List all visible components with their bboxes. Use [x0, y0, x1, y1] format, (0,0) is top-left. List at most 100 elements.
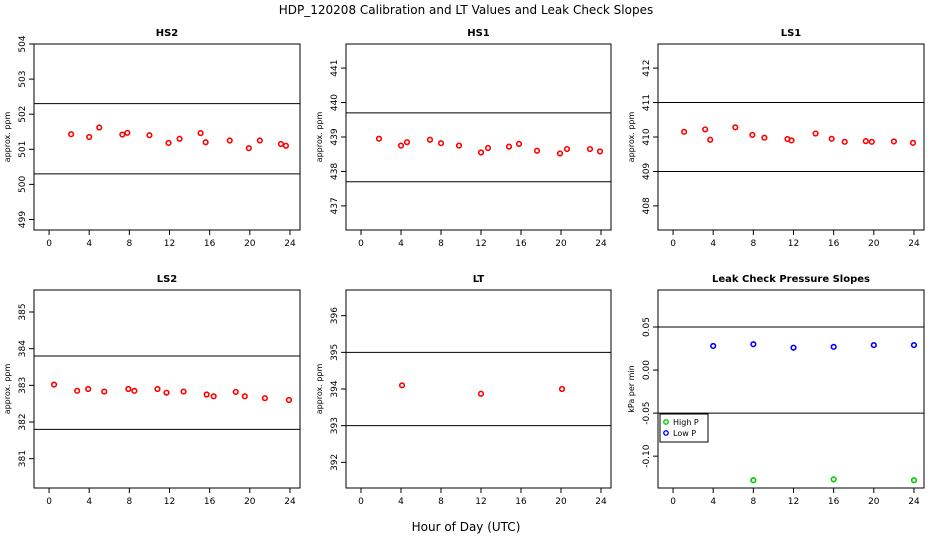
data-point-lt: [398, 382, 406, 389]
y-axis-label: approx. ppm: [3, 364, 12, 415]
plot-frame: [657, 289, 925, 489]
data-point-ls2: [241, 393, 248, 400]
y-tick-label: 439: [330, 128, 340, 145]
data-point-ls1: [788, 137, 795, 144]
data-point-ls2: [154, 385, 161, 393]
data-point-hs2: [197, 130, 204, 137]
plot-frame: [657, 43, 925, 231]
y-tick-label: 441: [330, 60, 340, 77]
plot-frame: [33, 289, 301, 489]
x-tick-label: 8: [126, 497, 132, 507]
data-point-hs2: [282, 142, 290, 149]
panel-leak: Leak Check Pressure Slopes 0 4 8 12 16 20 24 -0.…: [627, 274, 925, 507]
data-point-ls2: [180, 388, 187, 395]
y-tick-label: 412: [642, 60, 652, 77]
data-point-low-p: [790, 344, 797, 351]
data-point-ls1: [707, 136, 714, 143]
data-point-ls1: [732, 124, 739, 131]
data-point-hs2: [226, 137, 233, 144]
legend-marker: [663, 419, 669, 425]
data-point-ls1: [828, 135, 835, 142]
data-point-hs2: [256, 137, 263, 144]
x-tick-label: 20: [868, 239, 880, 249]
y-tick-label: -0.05: [642, 401, 652, 424]
data-point-hs1: [586, 145, 594, 153]
panel-lt: LT 0 4 8 12 16 20 24 392 393 394 395 396 approx. ppm: [315, 274, 612, 507]
y-tick-label: 382: [18, 413, 28, 430]
panel-title: HS2: [156, 28, 179, 39]
data-point-hs1: [556, 150, 564, 157]
y-tick-label: 392: [330, 454, 340, 471]
data-point-ls1: [702, 126, 709, 133]
x-tick-label: 20: [555, 497, 567, 507]
x-tick-label: 0: [358, 239, 364, 249]
x-tick-label: 24: [908, 497, 920, 507]
x-tick-label: 0: [670, 239, 676, 249]
y-axis-label: approx. ppm: [627, 112, 636, 163]
data-point-ls2: [163, 389, 170, 396]
data-point-hs2: [86, 133, 93, 141]
y-tick-label: 394: [330, 380, 340, 397]
plot-frame: [345, 289, 612, 489]
data-point-hs2: [202, 139, 209, 146]
data-point-lt: [477, 390, 485, 397]
data-point-hs2: [68, 131, 75, 138]
data-point-ls2: [50, 381, 58, 388]
data-point-ls1: [890, 138, 897, 145]
y-tick-label: 440: [330, 94, 340, 111]
data-point-ls2: [232, 388, 239, 396]
data-point-hs1: [505, 143, 513, 150]
y-tick-label: 384: [18, 340, 28, 357]
x-tick-label: 0: [358, 497, 364, 507]
y-tick-label: 385: [18, 303, 28, 320]
x-tick-label: 16: [828, 497, 840, 507]
data-point-hs1: [596, 148, 604, 155]
data-point-hs2: [146, 132, 153, 139]
data-point-high-p: [750, 477, 757, 484]
data-point-ls2: [210, 393, 217, 400]
y-tick-label: 502: [18, 106, 28, 123]
data-point-hs2: [96, 124, 103, 131]
data-point-ls1: [749, 131, 756, 139]
data-point-high-p: [830, 476, 837, 483]
x-tick-label: 8: [438, 497, 444, 507]
data-point-hs1: [426, 136, 434, 143]
panel-title: LS2: [157, 274, 178, 285]
data-point-hs1: [403, 139, 411, 146]
data-point-ls1: [909, 139, 917, 146]
data-point-ls1: [841, 138, 848, 145]
x-tick-label: 16: [828, 239, 840, 249]
x-tick-label: 12: [475, 497, 486, 507]
plot-frame: [345, 43, 612, 231]
data-point-hs1: [477, 149, 485, 156]
x-tick-label: 0: [46, 497, 52, 507]
panel-ls1: LS1 0 4 8 12 16 20 24 408 409 410 411 412 approx. ppm: [627, 28, 925, 249]
x-tick-label: 4: [86, 239, 92, 249]
y-tick-label: 504: [18, 35, 28, 52]
data-point-lt: [558, 385, 566, 393]
legend-marker: [663, 430, 669, 436]
x-tick-label: 16: [515, 239, 527, 249]
figure-xlabel: Hour of Day (UTC): [412, 520, 521, 534]
x-tick-label: 12: [164, 497, 175, 507]
y-axis-label: approx. ppm: [3, 112, 12, 163]
y-tick-label: 393: [330, 417, 340, 434]
x-tick-label: 8: [750, 239, 756, 249]
x-tick-label: 24: [284, 239, 296, 249]
x-tick-label: 8: [126, 239, 132, 249]
data-point-hs1: [397, 142, 405, 149]
data-point-low-p: [830, 343, 837, 350]
x-tick-label: 16: [204, 239, 216, 249]
panel-title: Leak Check Pressure Slopes: [712, 274, 870, 285]
x-tick-label: 16: [204, 497, 216, 507]
data-point-hs2: [277, 140, 285, 148]
y-tick-label: 408: [642, 197, 652, 214]
x-tick-label: 4: [710, 497, 716, 507]
x-tick-label: 24: [284, 497, 296, 507]
data-point-high-p: [910, 477, 918, 484]
plot-frame: [33, 43, 301, 231]
data-point-low-p: [750, 341, 757, 348]
data-point-hs1: [515, 140, 523, 147]
y-axis-label: approx. ppm: [315, 364, 324, 415]
